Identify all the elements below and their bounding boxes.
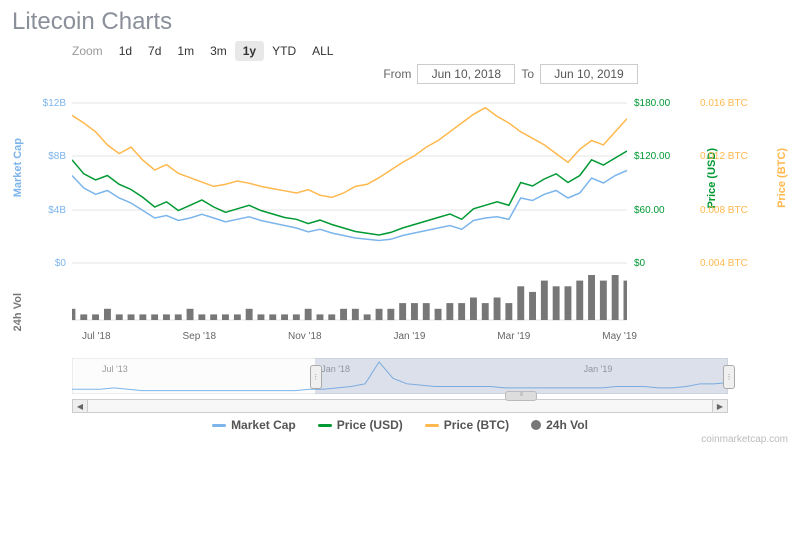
zoom-ytd[interactable]: YTD — [264, 41, 304, 61]
chart-svg — [72, 88, 627, 340]
legend-item[interactable]: Price (BTC) — [425, 418, 509, 432]
from-date-input[interactable] — [417, 64, 515, 84]
tick-mcap: $0 — [34, 258, 66, 269]
zoom-1d[interactable]: 1d — [111, 41, 140, 61]
navigator-grip-icon[interactable]: ≡ — [505, 391, 537, 401]
axis-label-price-btc: Price (BTC) — [776, 148, 788, 208]
svg-text:Jul '13: Jul '13 — [102, 364, 128, 374]
tick-x: Mar '19 — [497, 331, 530, 342]
tick-usd: $120.00 — [634, 151, 670, 162]
navigator[interactable]: Jul '13Jan '18Jan '19 ≡ ⋮ ⋮ ◀ ▶ — [72, 358, 728, 410]
navigator-scrollbar[interactable]: ◀ ▶ — [72, 399, 728, 413]
tick-btc: 0.008 BTC — [700, 205, 748, 216]
attribution: coinmarketcap.com — [0, 434, 800, 445]
tick-x: Jan '19 — [393, 331, 425, 342]
zoom-7d[interactable]: 7d — [140, 41, 169, 61]
x-axis-ticks: Jul '18 Sep '18 Nov '18 Jan '19 Mar '19 May '… — [72, 331, 647, 342]
legend-item[interactable]: 24h Vol — [531, 418, 588, 432]
tick-btc: 0.012 BTC — [700, 151, 748, 162]
legend-item[interactable]: Market Cap — [212, 418, 296, 432]
zoom-controls: Zoom 1d7d1m3m1yYTDALL — [72, 44, 788, 58]
tick-mcap: $12B — [34, 98, 66, 109]
navigator-scroll-left[interactable]: ◀ — [73, 400, 88, 412]
zoom-1y[interactable]: 1y — [235, 41, 264, 61]
tick-usd: $180.00 — [634, 98, 670, 109]
zoom-1m[interactable]: 1m — [169, 41, 202, 61]
tick-x: Nov '18 — [288, 331, 322, 342]
axis-label-24h-vol: 24h Vol — [12, 293, 24, 331]
date-range-row: From To — [12, 64, 638, 84]
legend-label: 24h Vol — [546, 418, 588, 432]
tick-mcap: $8B — [34, 151, 66, 162]
to-date-input[interactable] — [540, 64, 638, 84]
tick-x: May '19 — [602, 331, 637, 342]
navigator-scroll-right[interactable]: ▶ — [712, 400, 727, 412]
tick-usd: $60.00 — [634, 205, 665, 216]
navigator-mask[interactable]: ≡ — [315, 358, 728, 394]
legend-item[interactable]: Price (USD) — [318, 418, 403, 432]
navigator-handle-left[interactable]: ⋮ — [310, 365, 322, 389]
zoom-all[interactable]: ALL — [304, 41, 341, 61]
zoom-label: Zoom — [72, 44, 103, 58]
legend-swatch — [531, 420, 541, 430]
from-label: From — [383, 67, 411, 81]
tick-x: Jul '18 — [82, 331, 111, 342]
legend-swatch — [212, 424, 226, 427]
axis-label-market-cap: Market Cap — [12, 138, 24, 197]
to-label: To — [521, 67, 534, 81]
tick-btc: 0.004 BTC — [700, 258, 748, 269]
legend-label: Market Cap — [231, 418, 296, 432]
main-chart: Market Cap 24h Vol Price (USD) Price (BT… — [12, 88, 788, 348]
legend-label: Price (USD) — [337, 418, 403, 432]
zoom-3m[interactable]: 3m — [202, 41, 235, 61]
tick-usd: $0 — [634, 258, 645, 269]
legend-swatch — [318, 424, 332, 427]
tick-x: Sep '18 — [182, 331, 216, 342]
page-title: Litecoin Charts — [12, 8, 788, 36]
legend-swatch — [425, 424, 439, 427]
tick-mcap: $4B — [34, 205, 66, 216]
tick-btc: 0.016 BTC — [700, 98, 748, 109]
legend: Market Cap Price (USD) Price (BTC) 24h Vol — [12, 418, 788, 432]
legend-label: Price (BTC) — [444, 418, 509, 432]
navigator-handle-right[interactable]: ⋮ — [723, 365, 735, 389]
